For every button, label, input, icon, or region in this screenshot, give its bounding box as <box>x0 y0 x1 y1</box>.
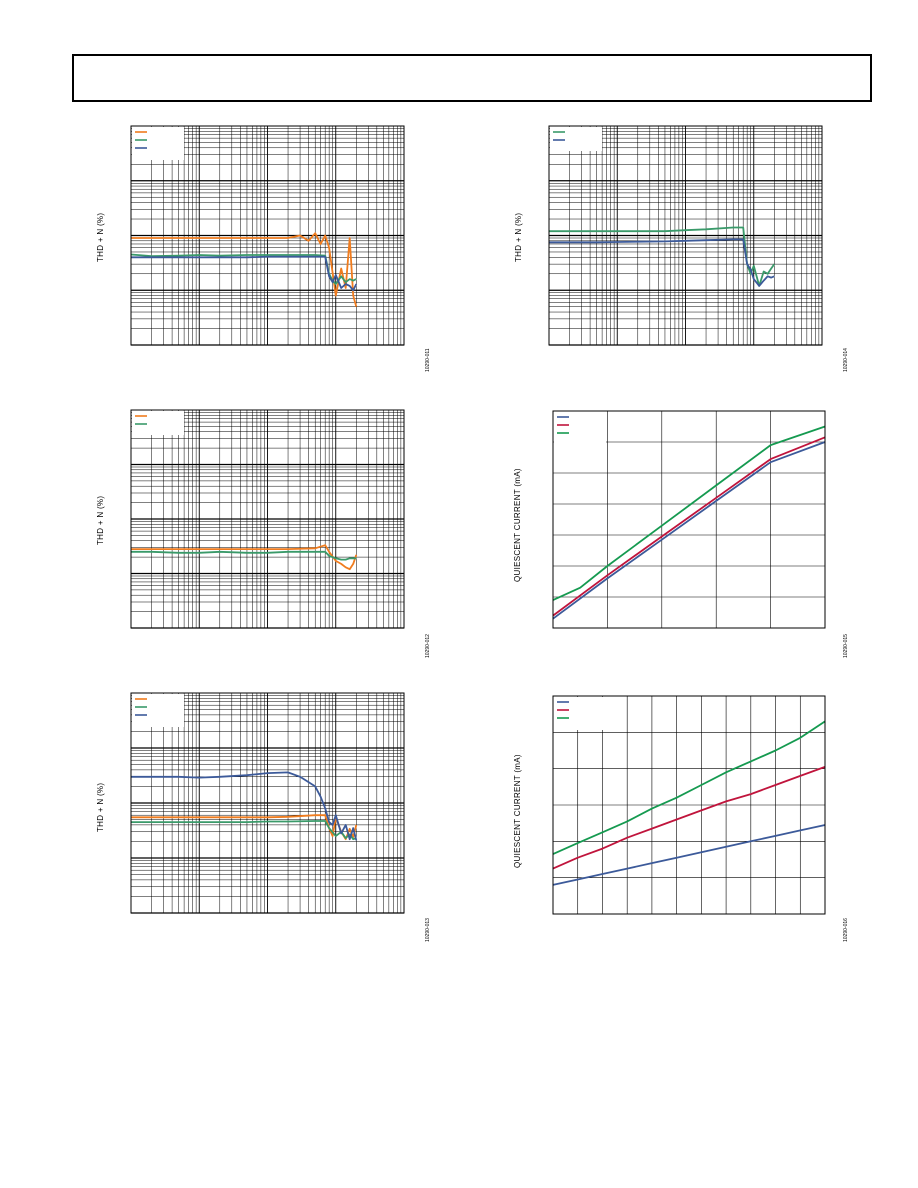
series-line-2 <box>549 238 775 287</box>
figure-id: 10290-013 <box>425 918 431 942</box>
series-line-2 <box>131 820 357 841</box>
y-axis-label: THD + N (%) <box>514 212 523 262</box>
plot-frame <box>552 695 826 915</box>
figure-id: 10290-015 <box>843 634 849 658</box>
figure-id: 10290-014 <box>843 348 849 372</box>
figure-id: 10290-011 <box>425 348 431 372</box>
series-line-2 <box>130 253 357 285</box>
y-axis-label: QUIESCENT CURRENT (mA) <box>513 754 522 868</box>
y-axis-label: THD + N (%) <box>96 212 105 262</box>
figure-id: 10290-012 <box>425 634 431 658</box>
series-line-3 <box>552 720 826 855</box>
y-axis-label: THD + N (%) <box>96 782 105 832</box>
grid <box>130 693 404 914</box>
thd-freq-chart-4 <box>548 125 823 346</box>
series-line-1 <box>549 226 776 287</box>
plot-frame <box>548 125 823 346</box>
series-line-3 <box>552 425 826 601</box>
grid <box>130 126 404 346</box>
series-line-1 <box>131 544 358 571</box>
y-axis-label: QUIESCENT CURRENT (mA) <box>513 468 522 582</box>
thd-freq-chart-1 <box>130 125 405 346</box>
plot-frame <box>130 409 405 629</box>
quiescent-current-chart-1 <box>552 410 826 629</box>
legend-box <box>132 411 184 435</box>
grid <box>130 410 404 629</box>
plot-frame <box>130 692 405 914</box>
series-line-2 <box>552 766 826 870</box>
series-line-2 <box>131 550 357 561</box>
quiescent-current-chart-2 <box>552 695 826 915</box>
thd-freq-chart-2 <box>130 409 405 629</box>
thd-freq-chart-3 <box>130 692 405 914</box>
plot-frame <box>552 410 826 629</box>
figure-id: 10290-016 <box>843 918 849 942</box>
page-header-box <box>72 54 872 102</box>
series-line-1 <box>552 824 826 886</box>
y-axis-label: THD + N (%) <box>96 495 105 545</box>
series-line-1 <box>131 814 358 841</box>
legend-box <box>550 127 602 151</box>
grid <box>548 126 822 346</box>
series-line-2 <box>552 436 826 617</box>
series-line-1 <box>552 441 826 620</box>
plot-frame <box>130 125 405 346</box>
series-line-3 <box>131 255 358 292</box>
series-line-3 <box>131 771 358 841</box>
